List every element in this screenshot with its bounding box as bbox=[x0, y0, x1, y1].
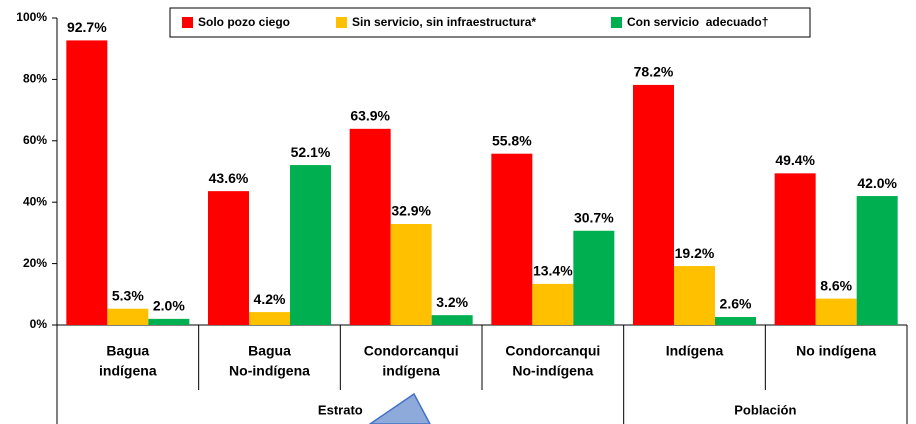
bar bbox=[856, 196, 898, 325]
value-label: 2.0% bbox=[153, 298, 185, 314]
bar bbox=[249, 312, 290, 325]
bar bbox=[491, 153, 533, 325]
x-tick-label: Condorcanqui bbox=[364, 343, 459, 359]
value-label: 32.9% bbox=[391, 203, 431, 219]
y-tick-label: 20% bbox=[23, 256, 47, 270]
bar bbox=[532, 283, 574, 325]
legend-swatch bbox=[336, 17, 347, 28]
value-label: 3.2% bbox=[436, 294, 468, 310]
value-label: 78.2% bbox=[634, 64, 674, 80]
x-tick-label: No-indígena bbox=[229, 363, 310, 379]
value-label: 5.3% bbox=[112, 287, 144, 303]
x-tick-label: Bagua bbox=[106, 343, 149, 359]
y-tick-label: 100% bbox=[16, 10, 47, 24]
value-label: 63.9% bbox=[350, 108, 390, 124]
legend-label: Con servicio adecuado† bbox=[627, 15, 768, 29]
value-label: 49.4% bbox=[775, 152, 815, 168]
bar bbox=[815, 298, 857, 325]
bar bbox=[633, 84, 674, 326]
value-label: 2.6% bbox=[720, 296, 752, 312]
bar bbox=[431, 315, 473, 325]
value-label: 19.2% bbox=[675, 245, 715, 261]
bar bbox=[66, 40, 108, 325]
bar bbox=[674, 266, 715, 325]
x-tick-label: Bagua bbox=[248, 343, 291, 359]
bar bbox=[107, 308, 149, 325]
legend-box bbox=[169, 7, 811, 38]
x-tick-label: No indígena bbox=[796, 343, 876, 359]
y-tick-label: 40% bbox=[23, 194, 47, 208]
y-tick-label: 0% bbox=[30, 317, 48, 331]
value-label: 55.8% bbox=[492, 132, 532, 148]
group-label: Estrato bbox=[318, 402, 363, 417]
legend-label: Sin servicio, sin infraestructura* bbox=[352, 15, 536, 29]
value-label: 4.2% bbox=[254, 291, 286, 307]
bar bbox=[290, 165, 331, 325]
x-tick-label: Condorcanqui bbox=[505, 343, 600, 359]
bar bbox=[349, 128, 391, 325]
value-label: 8.6% bbox=[820, 277, 852, 293]
value-label: 13.4% bbox=[533, 263, 573, 279]
value-label: 43.6% bbox=[209, 170, 249, 186]
value-label: 42.0% bbox=[857, 175, 897, 191]
arrow-shape bbox=[368, 392, 431, 424]
group-label: Población bbox=[734, 402, 796, 417]
x-tick-label: No-indígena bbox=[512, 363, 593, 379]
y-tick-label: 60% bbox=[23, 133, 47, 147]
x-tick-label: indígena bbox=[99, 363, 157, 379]
y-tick-label: 80% bbox=[23, 72, 47, 86]
x-tick-label: indígena bbox=[382, 363, 440, 379]
bar bbox=[390, 223, 432, 325]
value-label: 52.1% bbox=[291, 144, 331, 160]
bar bbox=[715, 317, 756, 325]
value-label: 30.7% bbox=[574, 209, 614, 225]
bar bbox=[774, 173, 816, 325]
legend-label: Solo pozo ciego bbox=[198, 15, 290, 29]
value-label: 92.7% bbox=[67, 19, 107, 35]
bar bbox=[148, 318, 190, 325]
x-tick-label: Indígena bbox=[666, 343, 724, 359]
bar bbox=[208, 191, 249, 325]
legend-swatch bbox=[611, 17, 622, 28]
bar bbox=[573, 230, 615, 325]
legend-swatch bbox=[182, 17, 193, 28]
